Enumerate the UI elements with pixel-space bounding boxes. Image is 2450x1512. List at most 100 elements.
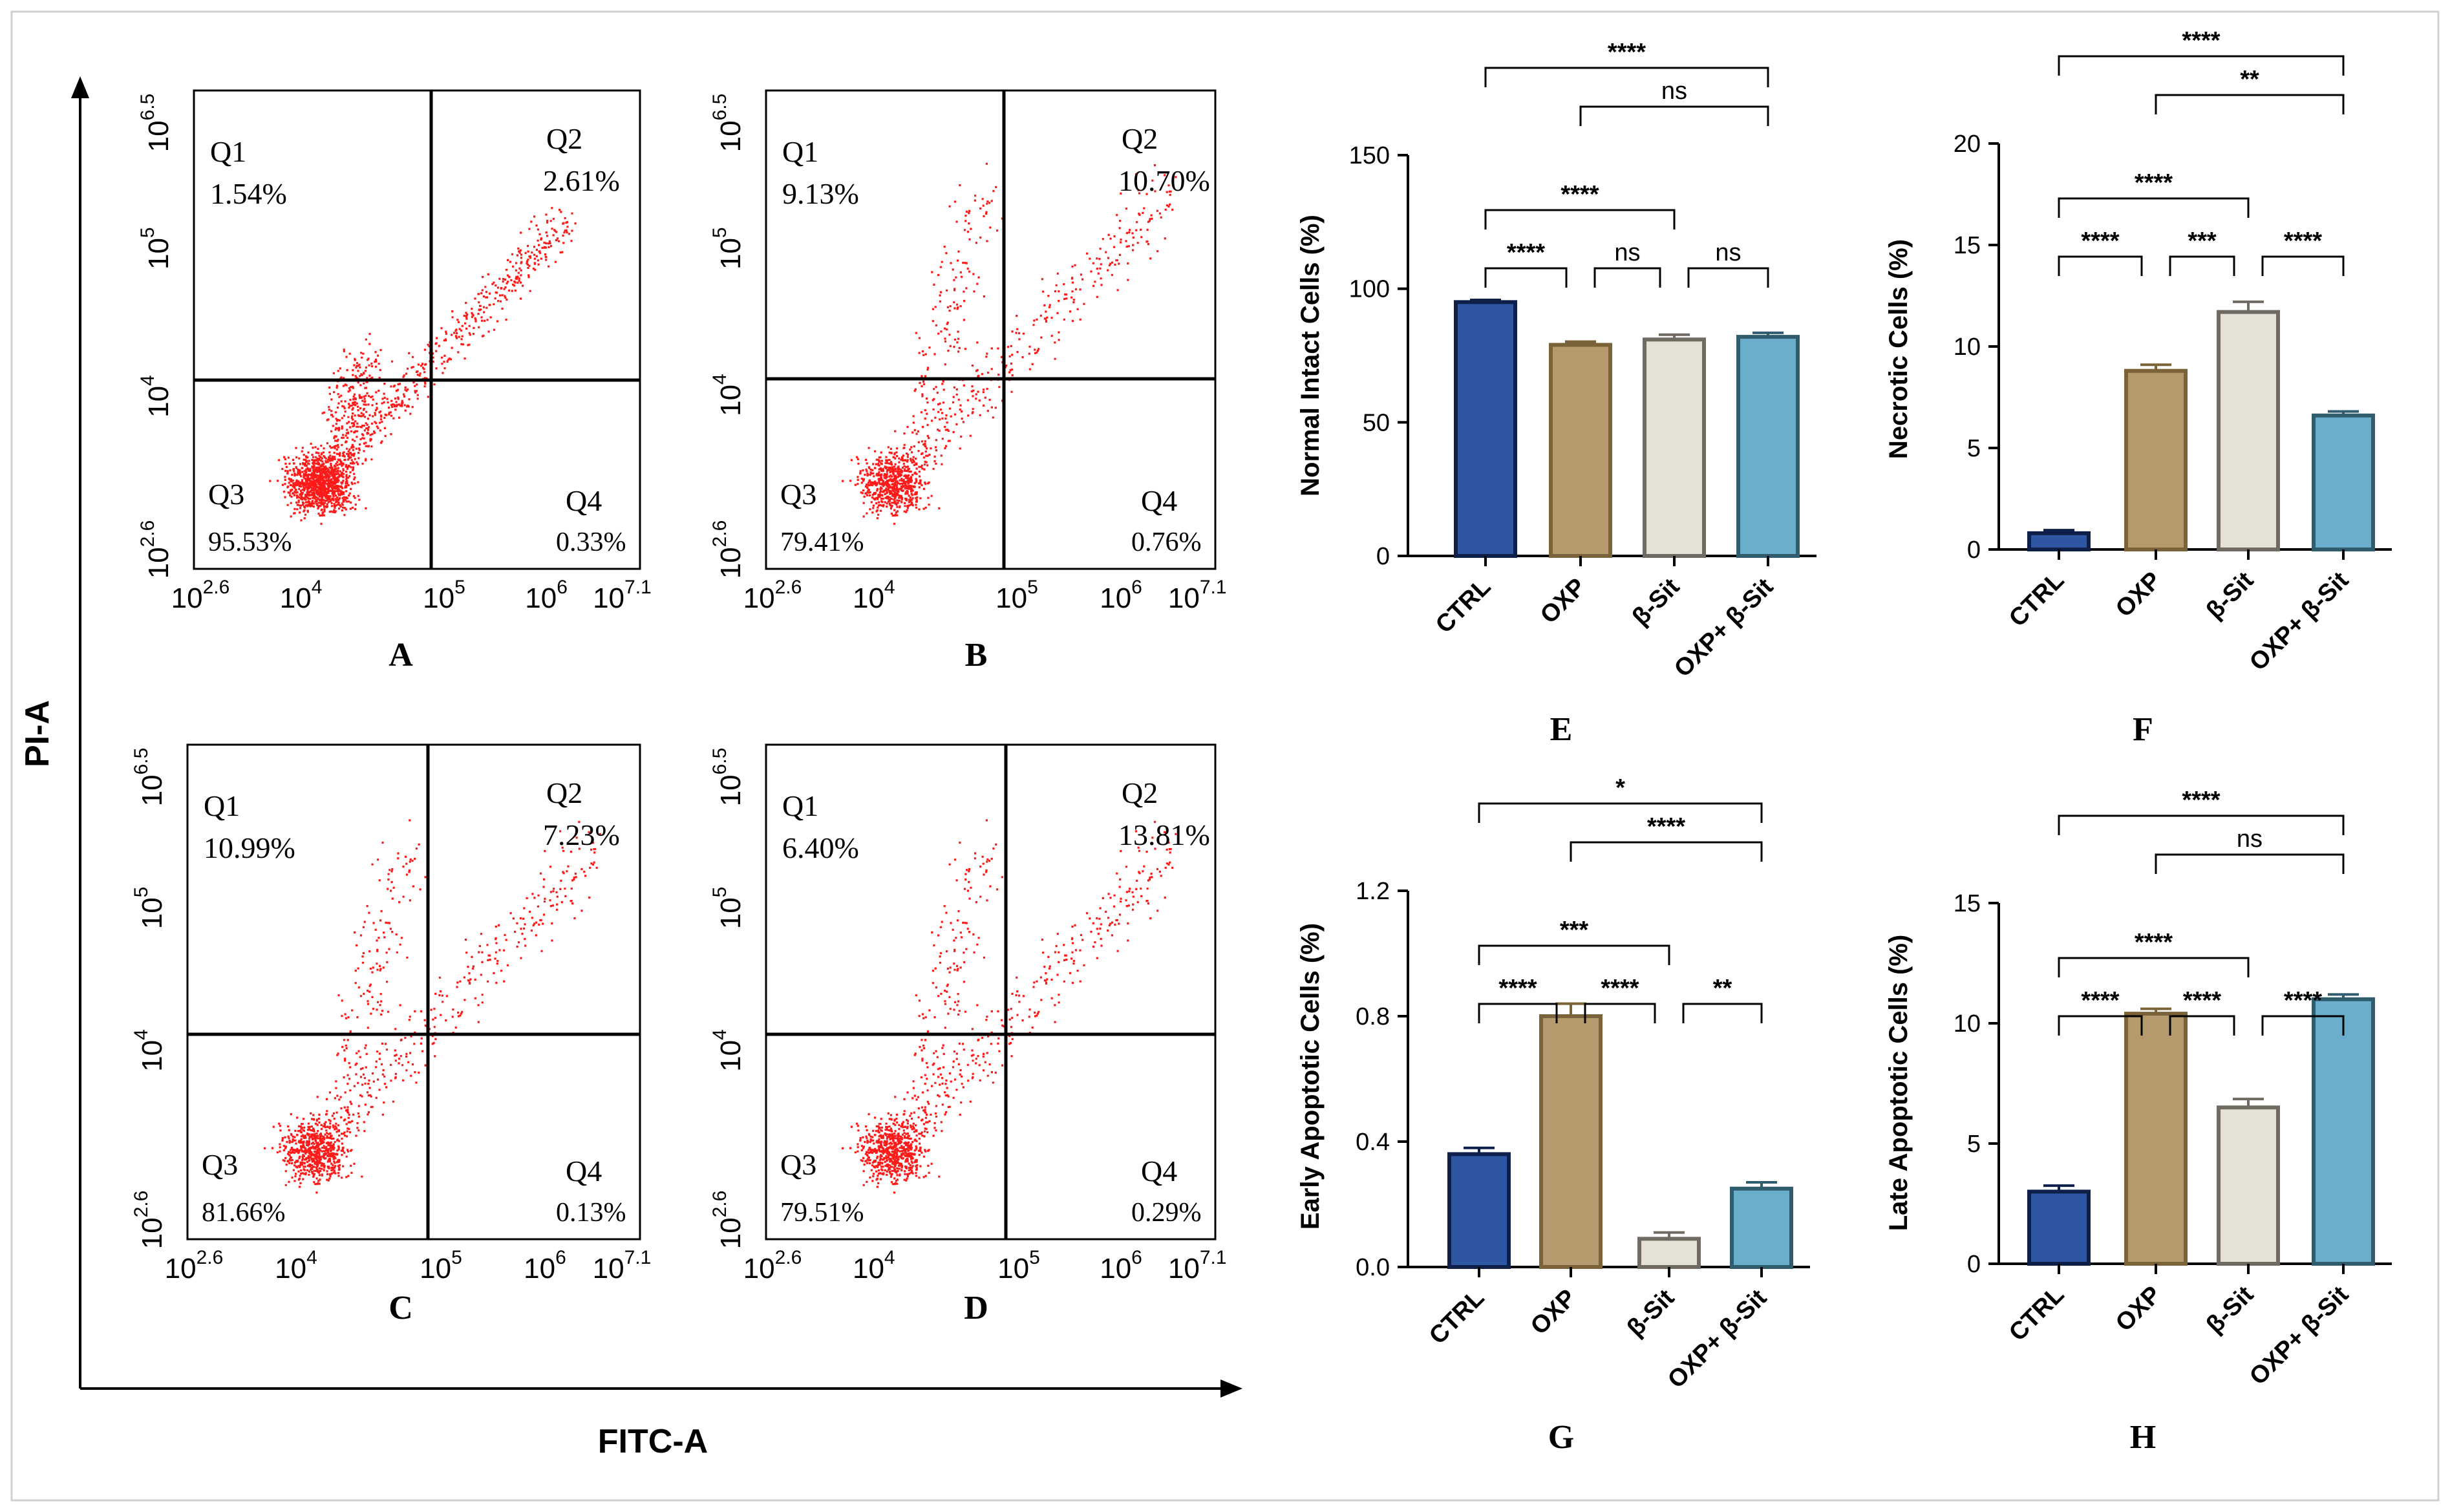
bar-1 (1539, 1014, 1603, 1269)
flow-y-tick-label: 104 (137, 375, 175, 418)
significance-label: **** (2182, 787, 2220, 814)
y-tick-label: 1.2 (1356, 878, 1390, 905)
panel-label-h: H (2130, 1419, 2156, 1456)
flow-x-tick-label: 107.1 (593, 1247, 652, 1284)
q2-value: 2.61% (543, 164, 620, 197)
significance-label: **** (2135, 169, 2173, 197)
significance-bracket: ns (1687, 239, 1769, 288)
bar-0 (1447, 1152, 1511, 1270)
flow-x-tick-label: 105 (996, 577, 1038, 614)
significance-label: **** (1498, 975, 1537, 1002)
q3-label: Q3 (202, 1148, 238, 1181)
flow-x-tick-label: 105 (997, 1247, 1040, 1284)
flow-x-tick-label: 107.1 (1168, 1247, 1227, 1284)
significance-label: * (1615, 774, 1625, 802)
pi-axis-arrow (71, 76, 89, 98)
y-tick-label: 0 (1967, 537, 1981, 564)
flow-x-tick-label: 104 (280, 577, 323, 614)
fitc-axis-title: FITC-A (598, 1423, 708, 1460)
flow-y-tick-label: 106.5 (137, 94, 175, 153)
flow-y-tick-label: 105 (137, 227, 175, 270)
bar-2 (2217, 1105, 2280, 1266)
flow-y-tick-label: 105 (709, 227, 747, 270)
flow-panel-c: Q1 10.99% Q2 7.23% Q3 81.66% Q4 0.13% 102.6 104 10… (131, 743, 652, 1326)
bar-2 (1643, 337, 1706, 558)
flow-x-tick-label: 104 (853, 577, 895, 614)
bar-2 (2217, 310, 2280, 551)
significance-label: ns (1661, 78, 1687, 105)
bar-1 (2124, 1012, 2188, 1266)
q4-label: Q4 (566, 1155, 602, 1187)
significance-bracket: **** (2058, 228, 2143, 276)
bar-2 (1637, 1237, 1701, 1269)
flow-plot-frame (186, 743, 641, 1240)
flow-y-tick-label: 104 (131, 1029, 168, 1072)
q2-value: 7.23% (543, 818, 620, 851)
y-tick-label: 0.4 (1356, 1129, 1390, 1156)
panel-label-b: B (965, 637, 988, 674)
q4-label: Q4 (1141, 484, 1177, 517)
significance-label: *** (1560, 917, 1589, 944)
significance-label: **** (2284, 228, 2322, 255)
y-tick-label: 5 (1967, 435, 1981, 462)
q3-value: 79.51% (780, 1198, 864, 1228)
panel-label-a: A (389, 637, 413, 674)
significance-bracket: ns (1579, 78, 1769, 126)
q3-label: Q3 (208, 478, 244, 511)
q3-value: 81.66% (202, 1198, 286, 1228)
significance-bracket: *** (1478, 917, 1670, 965)
flow-y-tick-label: 102.6 (709, 520, 747, 579)
q2-label: Q2 (1122, 776, 1158, 809)
y-tick-label: 0.0 (1356, 1254, 1390, 1281)
significance-label: **** (2135, 929, 2173, 956)
q3-value: 79.41% (780, 527, 864, 557)
q1-value: 6.40% (782, 831, 859, 864)
y-tick-label: 150 (1349, 142, 1390, 169)
q1-value: 10.99% (204, 831, 295, 864)
flow-x-tick-label: 106 (1100, 1247, 1142, 1284)
significance-bracket: * (1478, 774, 1763, 823)
flow-y-tick-label: 106.5 (131, 748, 168, 807)
significance-label: **** (2284, 987, 2322, 1014)
significance-label: **** (1601, 975, 1639, 1002)
significance-bracket: ** (2155, 66, 2345, 114)
y-tick-label: 100 (1349, 276, 1390, 303)
significance-label: **** (2081, 987, 2119, 1014)
q4-label: Q4 (1141, 1155, 1177, 1187)
y-tick-label: 15 (1954, 232, 1981, 259)
significance-bracket: ns (2155, 825, 2345, 874)
q2-value: 10.70% (1118, 164, 1210, 197)
significance-bracket: **** (2058, 929, 2250, 977)
flow-x-tick-label: 106 (1100, 577, 1142, 614)
significance-bracket: **** (1478, 975, 1558, 1023)
flow-panel-a: Q1 1.54% Q2 2.61% Q3 95.53% Q4 0.33% 102.6 104 105… (137, 89, 652, 674)
q4-value: 0.29% (1131, 1198, 1202, 1228)
flow-x-tick-label: 102.6 (743, 577, 802, 614)
flow-x-tick-label: 104 (853, 1247, 895, 1284)
panel-label-e: E (1550, 711, 1573, 748)
y-tick-label: 15 (1954, 890, 1981, 917)
y-tick-label: 50 (1363, 409, 1390, 436)
q2-label: Q2 (1122, 122, 1158, 155)
significance-bracket: **** (2058, 27, 2345, 76)
flow-x-tick-label: 106 (524, 1247, 566, 1284)
panel-label-f: F (2133, 711, 2153, 748)
q4-value: 0.76% (1131, 527, 1202, 557)
q1-value: 9.13% (782, 177, 859, 210)
flow-x-tick-label: 105 (423, 577, 465, 614)
flow-panel-b: Q1 9.13% Q2 10.70% Q3 79.41% Q4 0.76% 102.6 104 10… (709, 89, 1227, 674)
flow-x-tick-label: 106 (525, 577, 568, 614)
q2-value: 13.81% (1118, 818, 1210, 851)
flow-plot-frame (765, 89, 1217, 570)
flow-x-tick-label: 104 (275, 1247, 317, 1284)
flow-x-tick-label: 107.1 (593, 577, 652, 614)
q2-label: Q2 (546, 122, 582, 155)
flow-x-tick-label: 102.6 (743, 1247, 802, 1284)
flow-y-tick-label: 102.6 (137, 520, 175, 579)
panel-label-g: G (1548, 1419, 1574, 1456)
q4-label: Q4 (566, 484, 602, 517)
bar-1 (1549, 343, 1612, 558)
significance-bracket: **** (2058, 787, 2345, 835)
flow-y-tick-label: 104 (709, 374, 747, 416)
